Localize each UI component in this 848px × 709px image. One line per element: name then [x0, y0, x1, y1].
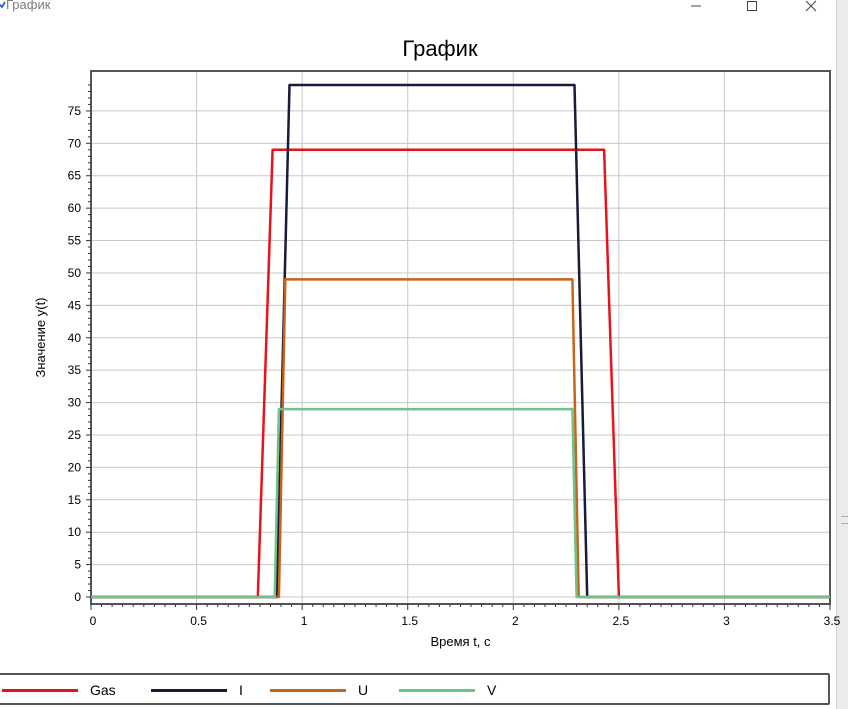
y-tick-label: 55 — [68, 234, 82, 248]
legend-swatch — [270, 689, 346, 692]
y-tick-label: 25 — [68, 428, 82, 442]
y-tick-label: 60 — [68, 201, 82, 215]
y-tick-label: 20 — [68, 460, 82, 474]
x-axis-label: Время t, с — [430, 634, 491, 649]
y-tick-label: 40 — [68, 331, 82, 345]
maximize-icon — [747, 1, 757, 11]
maximize-button[interactable] — [729, 0, 775, 16]
series-line-v — [91, 407, 830, 599]
legend-swatch — [151, 689, 227, 692]
x-tick-label: 3.5 — [824, 614, 841, 628]
chart-title: График — [402, 36, 478, 61]
window-edge — [836, 0, 848, 709]
y-tick-label: 50 — [68, 266, 82, 280]
close-button[interactable] — [788, 0, 834, 16]
y-tick-label: 45 — [68, 298, 82, 312]
legend-label: Gas — [90, 682, 116, 698]
legend-label: V — [487, 682, 497, 698]
x-tick-label: 1.5 — [401, 614, 418, 628]
y-tick-label: 35 — [68, 363, 82, 377]
chart-legend: Gas I U V — [0, 673, 830, 705]
series-line-u — [91, 278, 830, 599]
x-tick-label: 3 — [723, 614, 730, 628]
y-tick-label: 15 — [68, 493, 82, 507]
resize-grip[interactable] — [841, 516, 848, 524]
series-line-i — [91, 83, 830, 599]
minimize-icon — [691, 5, 701, 7]
y-tick-label: 10 — [68, 525, 82, 539]
y-tick-label: 5 — [74, 558, 81, 572]
window-title: График — [6, 0, 51, 12]
x-tick-label: 0 — [90, 614, 97, 628]
legend-swatch — [2, 689, 78, 692]
close-icon — [805, 0, 817, 12]
x-tick-label: 0.5 — [190, 614, 207, 628]
window-titlebar: График — [0, 0, 848, 16]
y-tick-label: 75 — [68, 104, 82, 118]
y-tick-label: 65 — [68, 169, 82, 183]
y-tick-label: 0 — [74, 590, 81, 604]
app-chart-icon — [0, 1, 6, 9]
series-line-gas — [91, 148, 830, 599]
minimize-button[interactable] — [673, 0, 719, 16]
legend-label: I — [239, 682, 243, 698]
y-axis-label: Значение y(t) — [33, 297, 48, 377]
y-tick-label: 70 — [68, 136, 82, 150]
legend-label: U — [358, 682, 369, 698]
x-tick-label: 2.5 — [613, 614, 630, 628]
x-tick-label: 1 — [301, 614, 308, 628]
y-tick-label: 30 — [68, 396, 82, 410]
legend-swatch — [399, 689, 475, 692]
x-tick-label: 2 — [512, 614, 519, 628]
